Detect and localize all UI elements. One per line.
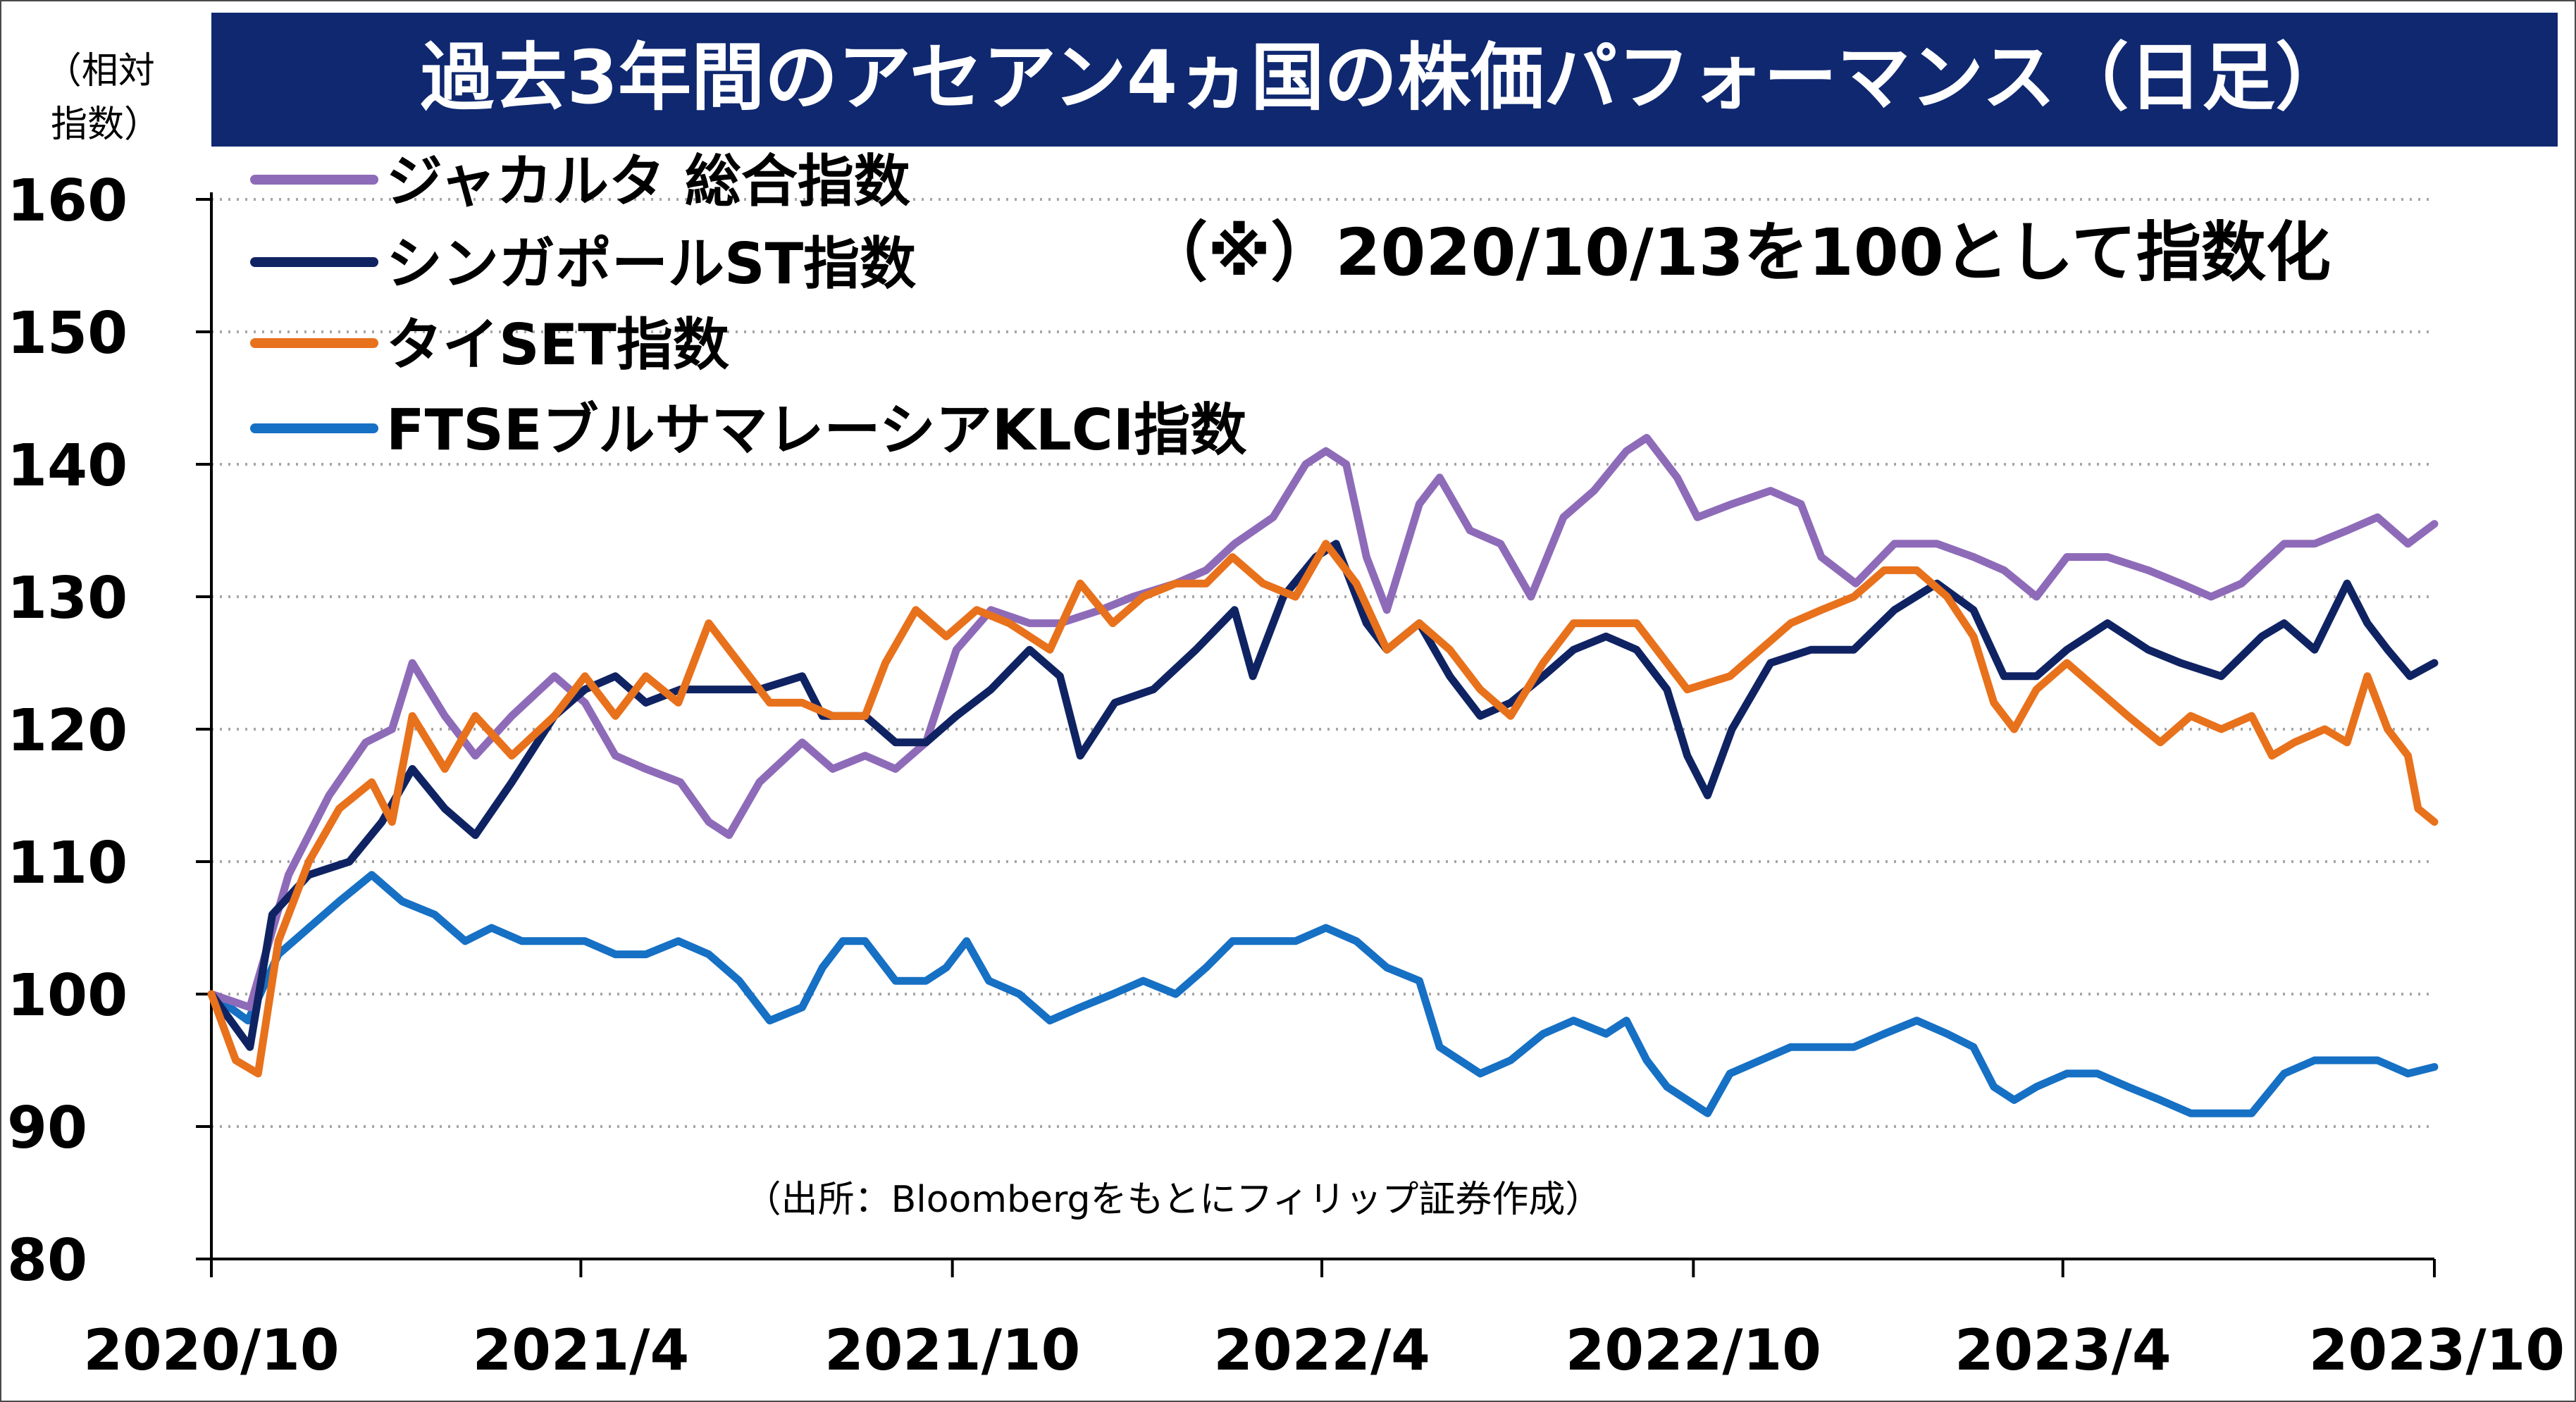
title-banner [211,13,2558,147]
y-tick-label-160: 160 [7,168,128,235]
x-tick-label-5: 2023/4 [1955,1317,2172,1383]
y-tick-label-120: 120 [7,697,128,764]
legend-label-2: タイSET指数 [386,312,729,378]
plot-series [207,433,2439,1117]
y-axis: 80 90 100 110 120 130 140 150 160 [7,168,213,1294]
y-axis-unit-line-2: 指数） [51,104,161,146]
series-line-2 [207,540,2439,1078]
legend-label-3: FTSEブルサマレーシアKLCI指数 [386,397,1246,463]
y-tick-label-140: 140 [7,433,128,500]
y-axis-unit-label: （相対 指数） [45,50,167,146]
x-tick-label-1: 2021/4 [473,1317,690,1383]
y-axis-unit-line-1: （相対 [45,50,155,92]
x-tick-label-3: 2022/4 [1213,1317,1430,1383]
y-tick-label-150: 150 [7,300,128,367]
gridlines [211,198,2434,1128]
y-tick-label-80: 80 [7,1227,87,1294]
series-line-3 [207,871,2439,1117]
x-tick-label-2: 2021/10 [824,1317,1080,1383]
y-tick-label-130: 130 [7,565,128,632]
y-tick-label-110: 110 [7,830,128,897]
x-axis: 2020/10 2021/4 2021/10 2022/4 2022/10 2023/4 2… [83,1258,2565,1383]
chart-title: 過去3年間のアセアン4ヵ国の株価パフォーマンス（日足） [421,35,2348,120]
x-tick-label-4: 2022/10 [1566,1317,1821,1383]
x-tick-label-0: 2020/10 [83,1317,339,1383]
index-note: （※）2020/10/13を100として指数化 [1143,215,2331,290]
series-line-0 [207,433,2439,1012]
y-tick-label-100: 100 [7,962,128,1029]
y-tick-label-90: 90 [7,1095,87,1162]
legend-label-0: ジャカルタ 総合指数 [386,149,910,214]
source-note: （出所：Bloombergをもとにフィリップ証券作成） [745,1179,1602,1221]
x-tick-label-6: 2023/10 [2309,1317,2565,1383]
legend-label-1: シンガポールST指数 [386,231,916,297]
series-line-1 [207,540,2439,1051]
